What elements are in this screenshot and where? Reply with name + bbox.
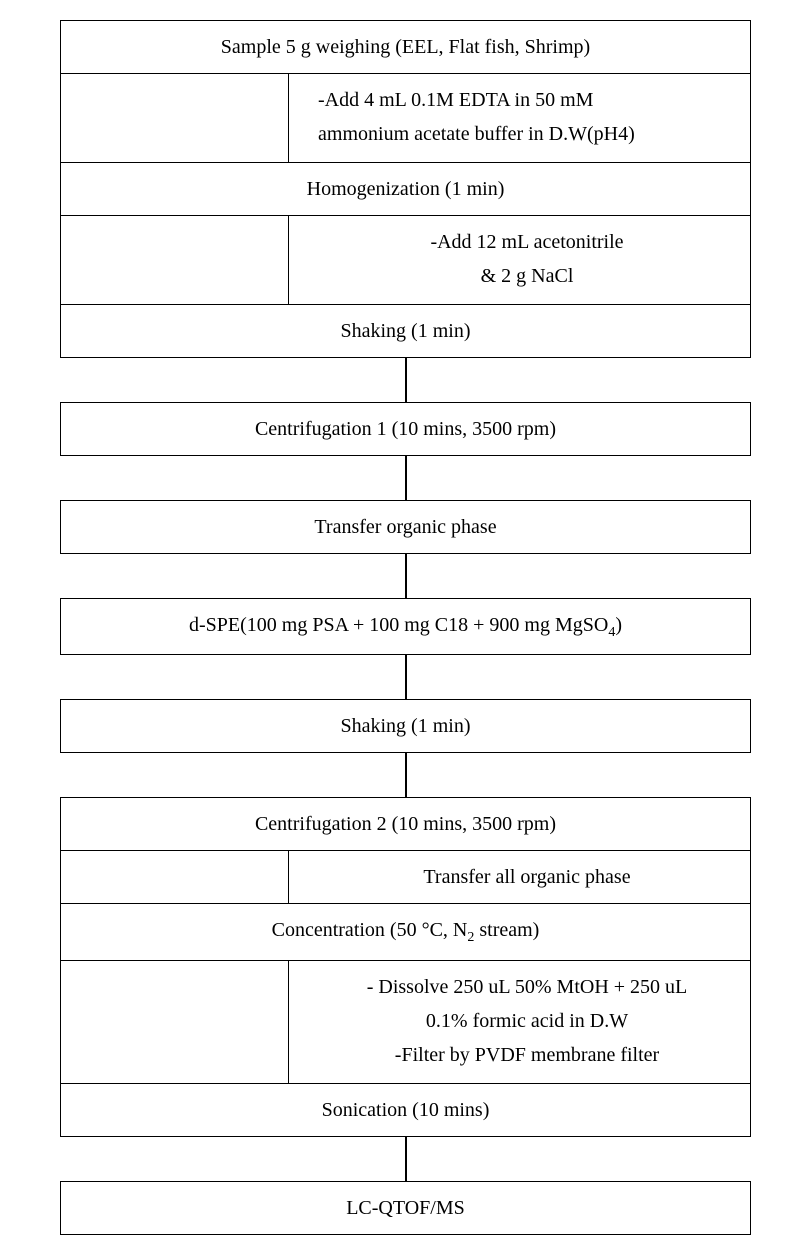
annot-text: 0.1% formic acid in D.W xyxy=(318,1005,736,1037)
annot-text: Transfer all organic phase xyxy=(318,861,736,893)
step-centrifugation-1: Centrifugation 1 (10 mins, 3500 rpm) xyxy=(60,402,751,456)
step-sonication: Sonication (10 mins) xyxy=(60,1083,751,1137)
annot-text: -Add 4 mL 0.1M EDTA in 50 mM xyxy=(318,84,736,116)
flowchart-container: Sample 5 g weighing (EEL, Flat fish, Shr… xyxy=(60,20,751,1235)
annot-text: -Add 12 mL acetonitrile xyxy=(318,226,736,258)
annot-edta: -Add 4 mL 0.1M EDTA in 50 mM ammonium ac… xyxy=(60,74,751,162)
connector xyxy=(405,358,407,402)
step-dspe: d-SPE(100 mg PSA + 100 mg C18 + 900 mg M… xyxy=(60,598,751,655)
step-sample-weighing: Sample 5 g weighing (EEL, Flat fish, Shr… xyxy=(60,20,751,74)
annot-acetonitrile: -Add 12 mL acetonitrile & 2 g NaCl xyxy=(60,216,751,304)
step-centrifugation-2: Centrifugation 2 (10 mins, 3500 rpm) xyxy=(60,797,751,851)
annot-text: & 2 g NaCl xyxy=(318,260,736,292)
step-concentration: Concentration (50 °C, N2 stream) xyxy=(60,903,751,960)
annot-transfer-all: Transfer all organic phase xyxy=(60,851,751,903)
connector xyxy=(405,456,407,500)
step-lcqtof: LC-QTOF/MS xyxy=(60,1181,751,1235)
step-shaking-1: Shaking (1 min) xyxy=(60,304,751,358)
connector xyxy=(405,1137,407,1181)
connector xyxy=(405,655,407,699)
connector xyxy=(405,554,407,598)
step-homogenization: Homogenization (1 min) xyxy=(60,162,751,216)
annot-text: -Filter by PVDF membrane filter xyxy=(318,1039,736,1071)
step-transfer-organic: Transfer organic phase xyxy=(60,500,751,554)
annot-dissolve: - Dissolve 250 uL 50% MtOH + 250 uL 0.1%… xyxy=(60,961,751,1083)
step-shaking-2: Shaking (1 min) xyxy=(60,699,751,753)
annot-text: - Dissolve 250 uL 50% MtOH + 250 uL xyxy=(318,971,736,1003)
annot-text: ammonium acetate buffer in D.W(pH4) xyxy=(318,118,736,150)
connector xyxy=(405,753,407,797)
